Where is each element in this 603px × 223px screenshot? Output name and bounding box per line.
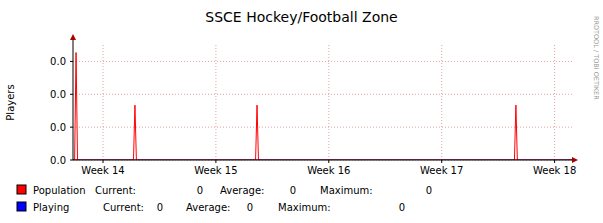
legend-label: Playing xyxy=(33,202,69,213)
y-tick-label: 0.0 xyxy=(50,89,66,100)
x-grid-line xyxy=(103,45,104,160)
title: SSCE Hockey/Football Zone xyxy=(205,9,397,25)
plot-area xyxy=(73,53,573,160)
y-grid-line xyxy=(73,160,573,161)
stat-label: Average: xyxy=(220,185,264,196)
chart: SSCE Hockey/Football Zone RRDTOOL / TOBI … xyxy=(0,0,603,223)
y-grid-line xyxy=(73,61,573,62)
stat-value: 0 xyxy=(426,185,432,196)
x-grid-line xyxy=(215,45,216,160)
y-grid-line xyxy=(73,94,573,95)
stat-value: 0 xyxy=(290,185,296,196)
background xyxy=(0,0,603,223)
x-tick-label: Week 17 xyxy=(420,165,463,176)
stat-value: 0 xyxy=(197,185,203,196)
series-line xyxy=(73,53,573,160)
credit: RRDTOOL / TOBI OETIKER xyxy=(592,16,600,100)
legend-swatch xyxy=(17,202,26,211)
series-line xyxy=(73,160,573,161)
stat-label: Current: xyxy=(103,202,144,213)
x-tick-label: Week 14 xyxy=(81,165,124,176)
stat-label: Maximum: xyxy=(320,185,373,196)
x-axis xyxy=(73,160,573,161)
y-grid-line xyxy=(73,127,573,128)
legend-label: Population xyxy=(33,185,86,196)
y-axis-label: Players xyxy=(5,84,16,120)
stat-label: Average: xyxy=(186,202,230,213)
x-grid-line xyxy=(328,45,329,160)
stat-label: Current: xyxy=(95,185,136,196)
y-tick-label: 0.0 xyxy=(50,122,66,133)
x-grid-line xyxy=(441,45,442,160)
stat-value: 0 xyxy=(399,202,405,213)
x-tick-label: Week 18 xyxy=(533,165,576,176)
stat-label: Maximum: xyxy=(278,202,331,213)
stat-value: 0 xyxy=(157,202,163,213)
y-tick-label: 0.0 xyxy=(50,155,66,166)
stat-value: 0 xyxy=(247,202,253,213)
x-grid-line xyxy=(554,45,555,160)
y-axis-arrow xyxy=(70,34,76,40)
legend-swatch xyxy=(17,185,26,194)
y-tick-label: 0.0 xyxy=(50,56,66,67)
y-axis xyxy=(73,45,74,160)
x-axis-arrow xyxy=(572,157,578,163)
x-tick-label: Week 15 xyxy=(194,165,237,176)
x-tick-label: Week 16 xyxy=(307,165,350,176)
